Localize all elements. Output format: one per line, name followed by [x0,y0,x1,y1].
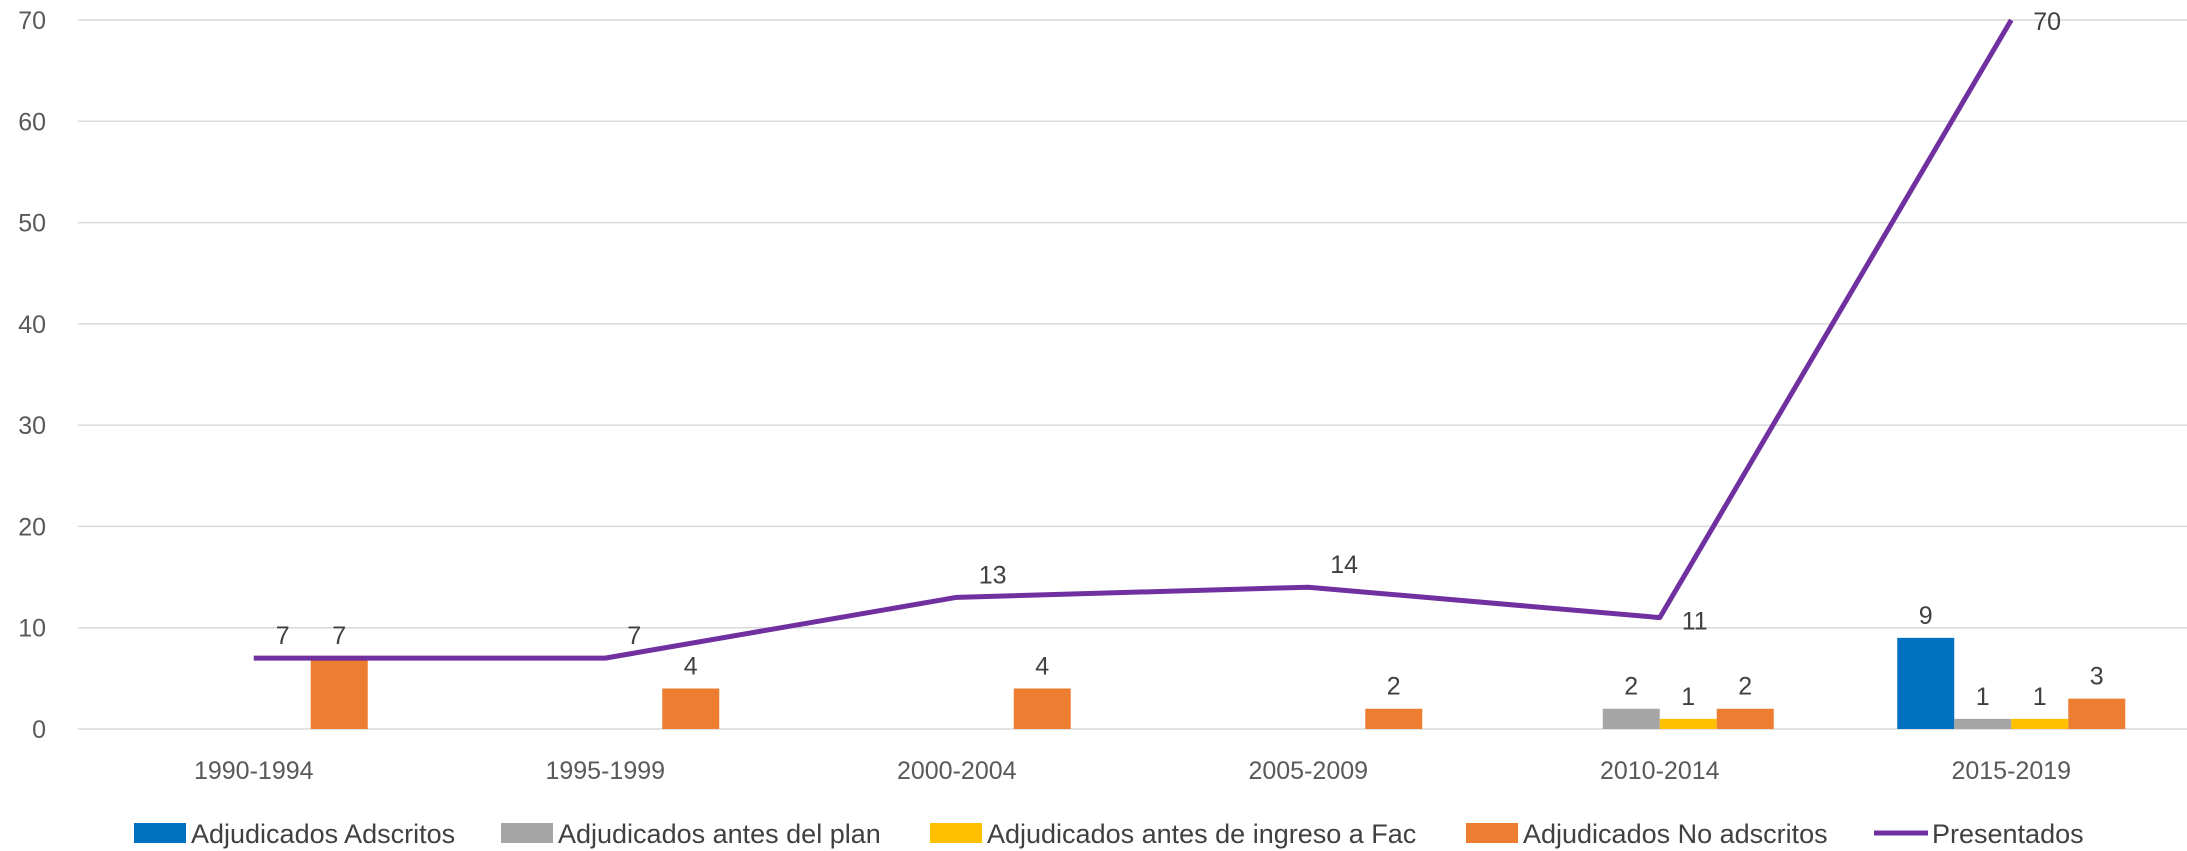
bar-data-label: 9 [1919,602,1933,630]
bar-data-label: 2 [1387,673,1401,701]
bar-data-label: 4 [684,652,698,680]
x-axis-ticks: 1990-1994 1995-1999 2000-2004 2005-2009 2010… [194,757,2071,785]
legend: Adjudicados Adscritos Adjudicados antes d… [134,819,2084,849]
legend-swatch [501,823,553,843]
bar [1603,709,1660,729]
bar [2068,699,2125,729]
line-data-label: 70 [2033,8,2061,36]
bar-data-label: 1 [1681,683,1695,711]
bar [1365,709,1422,729]
legend-label: Adjudicados antes de ingreso a Fac [987,819,1416,849]
bar-data-label: 2 [1738,673,1752,701]
y-tick-label: 60 [18,108,46,136]
bar-data-label: 7 [332,622,346,650]
bar [1954,719,2011,729]
y-tick-label: 20 [18,513,46,541]
legend-label: Adjudicados No adscritos [1523,819,1828,849]
y-tick-label: 0 [32,716,46,744]
bar [1717,709,1774,729]
line-series [254,20,2012,658]
line-data-label: 11 [1682,608,1708,636]
x-tick-label: 1990-1994 [194,757,314,785]
legend-swatch [1466,823,1518,843]
bar [1897,638,1954,729]
bar [1014,688,1071,729]
y-axis-ticks: 0 10 20 30 40 50 60 70 [18,7,46,744]
bar-data-label: 3 [2090,663,2104,691]
x-tick-label: 2015-2019 [1951,757,2071,785]
line-data-label: 13 [979,561,1007,589]
bar [2011,719,2068,729]
line-data-label: 7 [627,622,641,650]
line-data-label: 14 [1330,551,1358,579]
bar-data-label: 4 [1035,652,1049,680]
y-tick-label: 40 [18,311,46,339]
bar [311,658,368,729]
y-tick-label: 10 [18,615,46,643]
bar-data-label: 1 [2033,683,2047,711]
legend-label: Presentados [1932,819,2084,849]
bar-data-label: 2 [1624,673,1638,701]
legend-swatch [930,823,982,843]
legend-label: Adjudicados antes del plan [558,819,881,849]
legend-label: Adjudicados Adscritos [191,819,455,849]
legend-swatch [134,823,186,843]
line-data-label: 7 [276,622,290,650]
bar-data-label: 1 [1976,683,1990,711]
x-tick-label: 2010-2014 [1600,757,1720,785]
x-tick-label: 2005-2009 [1248,757,1368,785]
y-tick-label: 50 [18,210,46,238]
bar [662,688,719,729]
x-tick-label: 2000-2004 [897,757,1017,785]
series-line-presentados [254,20,2012,658]
y-tick-label: 30 [18,412,46,440]
x-tick-label: 1995-1999 [545,757,665,785]
gridlines [78,20,2187,729]
bar [1660,719,1717,729]
bar-series [311,638,2126,729]
y-tick-label: 70 [18,7,46,35]
